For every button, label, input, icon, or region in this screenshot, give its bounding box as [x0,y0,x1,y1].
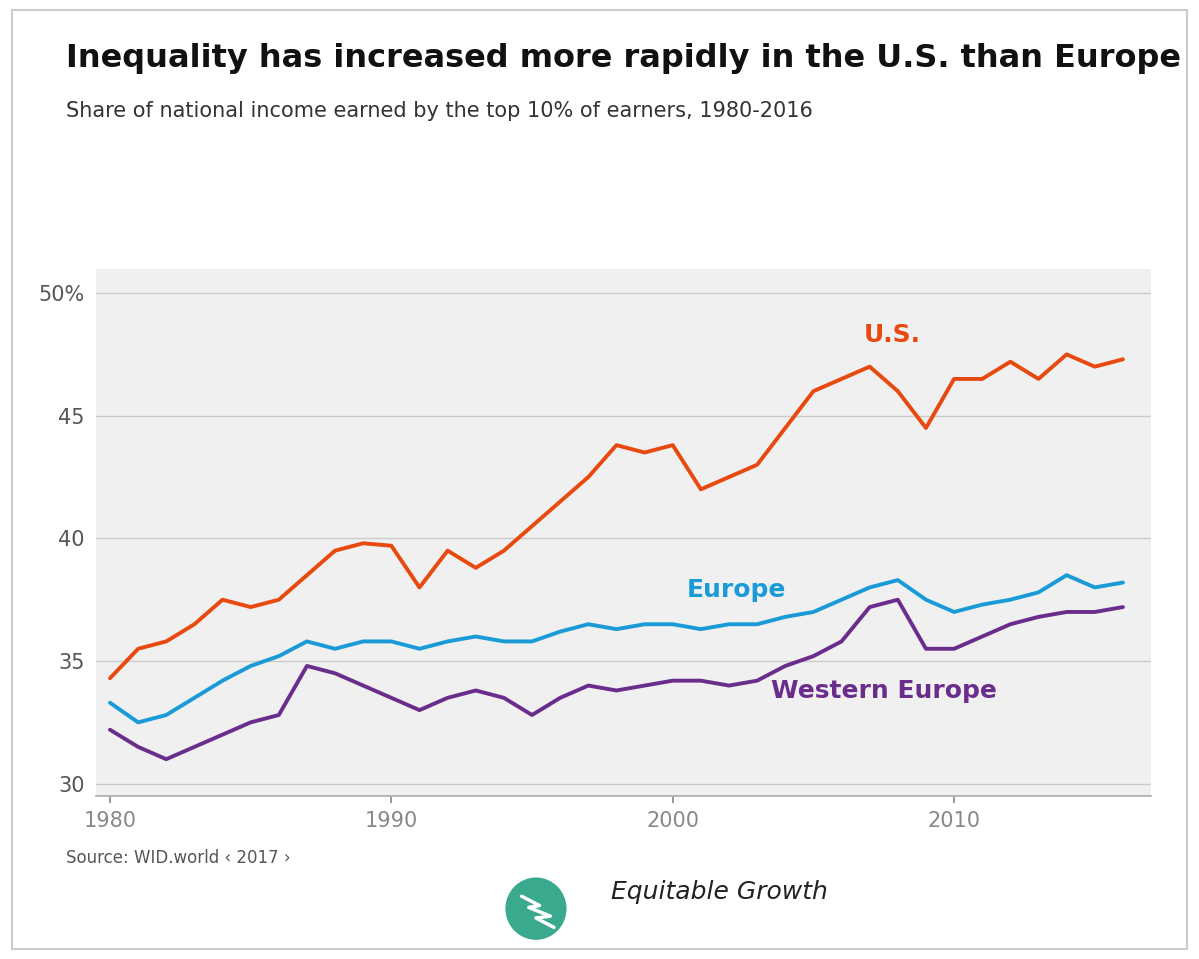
Text: Europe: Europe [687,578,787,602]
Text: Share of national income earned by the top 10% of earners, 1980-2016: Share of national income earned by the t… [66,101,813,121]
Ellipse shape [506,877,566,940]
Text: Inequality has increased more rapidly in the U.S. than Europe: Inequality has increased more rapidly in… [66,43,1181,74]
Text: U.S.: U.S. [864,323,921,347]
Text: Western Europe: Western Europe [771,679,998,703]
Text: Equitable Growth: Equitable Growth [611,879,829,904]
Text: Source: WID.world ‹ 2017 ›: Source: WID.world ‹ 2017 › [66,849,290,867]
